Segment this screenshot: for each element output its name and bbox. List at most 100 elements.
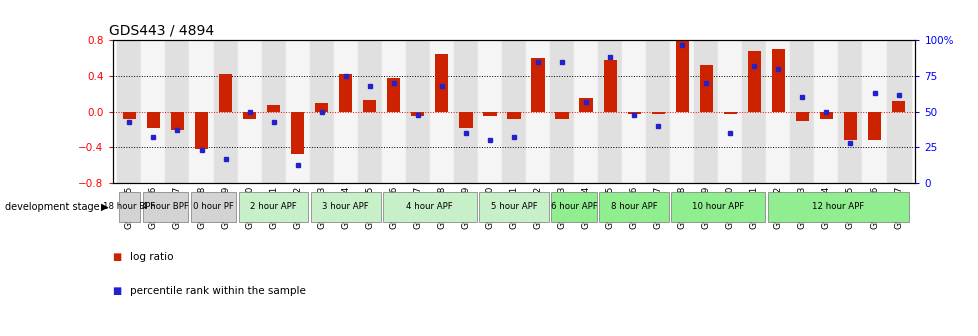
Bar <box>598 40 621 183</box>
Text: GDS443 / 4894: GDS443 / 4894 <box>109 24 213 38</box>
Bar <box>477 40 502 183</box>
Bar <box>621 40 645 183</box>
Bar <box>386 78 400 112</box>
Bar <box>213 40 238 183</box>
Text: 8 hour APF: 8 hour APF <box>610 202 657 211</box>
Text: log ratio: log ratio <box>130 252 173 262</box>
Bar <box>891 101 905 112</box>
Bar <box>837 40 862 183</box>
Text: 0 hour PF: 0 hour PF <box>193 202 234 211</box>
FancyBboxPatch shape <box>551 192 597 222</box>
Bar <box>502 40 525 183</box>
Bar <box>670 40 693 183</box>
Bar <box>531 58 544 112</box>
Text: 5 hour APF: 5 hour APF <box>490 202 537 211</box>
Bar <box>309 40 333 183</box>
Bar <box>814 40 837 183</box>
Text: 2 hour APF: 2 hour APF <box>250 202 296 211</box>
Bar <box>357 40 381 183</box>
FancyBboxPatch shape <box>143 192 188 222</box>
Bar <box>598 40 621 183</box>
Text: 3 hour APF: 3 hour APF <box>322 202 369 211</box>
Text: 18 hour BPF: 18 hour BPF <box>103 202 156 211</box>
Bar <box>573 40 598 183</box>
FancyBboxPatch shape <box>311 192 380 222</box>
Bar <box>338 74 352 112</box>
Bar <box>411 112 424 116</box>
FancyBboxPatch shape <box>239 192 308 222</box>
Bar <box>789 40 814 183</box>
FancyBboxPatch shape <box>382 192 476 222</box>
Bar <box>621 40 645 183</box>
Bar <box>747 51 760 112</box>
Bar <box>886 40 910 183</box>
Bar <box>435 54 448 112</box>
Bar <box>502 40 525 183</box>
Bar <box>429 40 454 183</box>
Text: 4 hour APF: 4 hour APF <box>406 202 453 211</box>
Bar <box>406 40 429 183</box>
Bar <box>243 112 256 119</box>
Bar <box>357 40 381 183</box>
Bar <box>550 40 573 183</box>
Bar <box>555 112 568 119</box>
Bar <box>573 40 598 183</box>
Bar <box>333 40 357 183</box>
Bar <box>766 40 789 183</box>
Bar <box>579 98 592 112</box>
Bar <box>363 100 376 112</box>
Bar <box>147 112 159 128</box>
Bar <box>290 112 304 154</box>
FancyBboxPatch shape <box>191 192 236 222</box>
Bar <box>675 31 689 112</box>
Bar <box>315 103 328 112</box>
Bar <box>723 112 736 114</box>
Text: 12 hour APF: 12 hour APF <box>812 202 864 211</box>
Bar <box>819 112 832 119</box>
Bar <box>718 40 741 183</box>
Bar <box>238 40 261 183</box>
Bar <box>795 112 808 121</box>
FancyBboxPatch shape <box>767 192 909 222</box>
Text: percentile rank within the sample: percentile rank within the sample <box>130 286 306 296</box>
Bar <box>483 112 496 116</box>
Text: 10 hour APF: 10 hour APF <box>691 202 743 211</box>
Bar <box>693 40 718 183</box>
Bar <box>286 40 309 183</box>
Bar <box>261 40 286 183</box>
Bar <box>286 40 309 183</box>
Bar <box>550 40 573 183</box>
Bar <box>122 112 136 119</box>
FancyBboxPatch shape <box>478 192 549 222</box>
Bar <box>862 40 886 183</box>
Bar <box>117 40 141 183</box>
Bar <box>406 40 429 183</box>
Bar <box>213 40 238 183</box>
Bar <box>741 40 766 183</box>
Bar <box>602 60 616 112</box>
Bar <box>454 40 477 183</box>
Bar <box>507 112 520 119</box>
Bar <box>309 40 333 183</box>
Text: 6 hour APF: 6 hour APF <box>551 202 597 211</box>
Bar <box>693 40 718 183</box>
Text: development stage: development stage <box>5 202 100 212</box>
Bar <box>771 49 784 112</box>
FancyBboxPatch shape <box>118 192 140 222</box>
Bar <box>837 40 862 183</box>
Bar <box>141 40 165 183</box>
Bar <box>862 40 886 183</box>
Bar <box>261 40 286 183</box>
Bar <box>190 40 213 183</box>
Bar <box>867 112 880 140</box>
Bar <box>741 40 766 183</box>
Bar <box>381 40 406 183</box>
Bar <box>165 40 190 183</box>
Bar <box>165 40 190 183</box>
Bar <box>381 40 406 183</box>
Bar <box>627 112 641 114</box>
Bar <box>843 112 856 140</box>
Bar <box>333 40 357 183</box>
FancyBboxPatch shape <box>599 192 668 222</box>
FancyBboxPatch shape <box>671 192 765 222</box>
